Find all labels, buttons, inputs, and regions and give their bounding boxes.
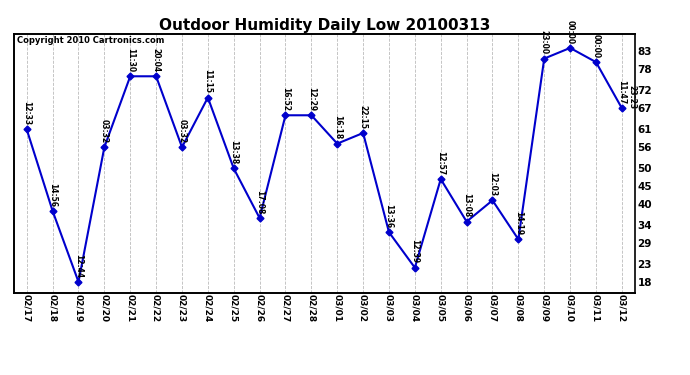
Text: 03:32: 03:32 bbox=[177, 119, 186, 143]
Text: 17:08: 17:08 bbox=[255, 189, 264, 214]
Text: 16:18: 16:18 bbox=[333, 115, 342, 140]
Text: 16:52: 16:52 bbox=[281, 87, 290, 111]
Text: 13:08: 13:08 bbox=[462, 193, 471, 217]
Text: 14:19: 14:19 bbox=[514, 211, 523, 235]
Text: 11:30: 11:30 bbox=[126, 48, 135, 72]
Text: 12:39: 12:39 bbox=[411, 239, 420, 264]
Text: 11:47: 11:47 bbox=[618, 80, 627, 104]
Text: 23:00: 23:00 bbox=[540, 30, 549, 54]
Text: 12:44: 12:44 bbox=[74, 254, 83, 278]
Text: 11:15: 11:15 bbox=[204, 69, 213, 93]
Text: 12:57: 12:57 bbox=[436, 151, 445, 175]
Text: 14:56: 14:56 bbox=[48, 183, 57, 207]
Text: 12:29: 12:29 bbox=[307, 87, 316, 111]
Text: 13:38: 13:38 bbox=[229, 140, 238, 164]
Text: 22:15: 22:15 bbox=[359, 105, 368, 129]
Text: 00:00: 00:00 bbox=[591, 34, 600, 58]
Text: 12:03: 12:03 bbox=[488, 172, 497, 196]
Text: Copyright 2010 Cartronics.com: Copyright 2010 Cartronics.com bbox=[17, 36, 164, 45]
Text: 12:33: 12:33 bbox=[22, 101, 31, 125]
Text: 23:23: 23:23 bbox=[627, 85, 636, 109]
Text: 03:32: 03:32 bbox=[100, 119, 109, 143]
Text: 00:00: 00:00 bbox=[566, 20, 575, 44]
Text: 20:04: 20:04 bbox=[152, 48, 161, 72]
Text: 13:36: 13:36 bbox=[384, 204, 393, 228]
Title: Outdoor Humidity Daily Low 20100313: Outdoor Humidity Daily Low 20100313 bbox=[159, 18, 490, 33]
